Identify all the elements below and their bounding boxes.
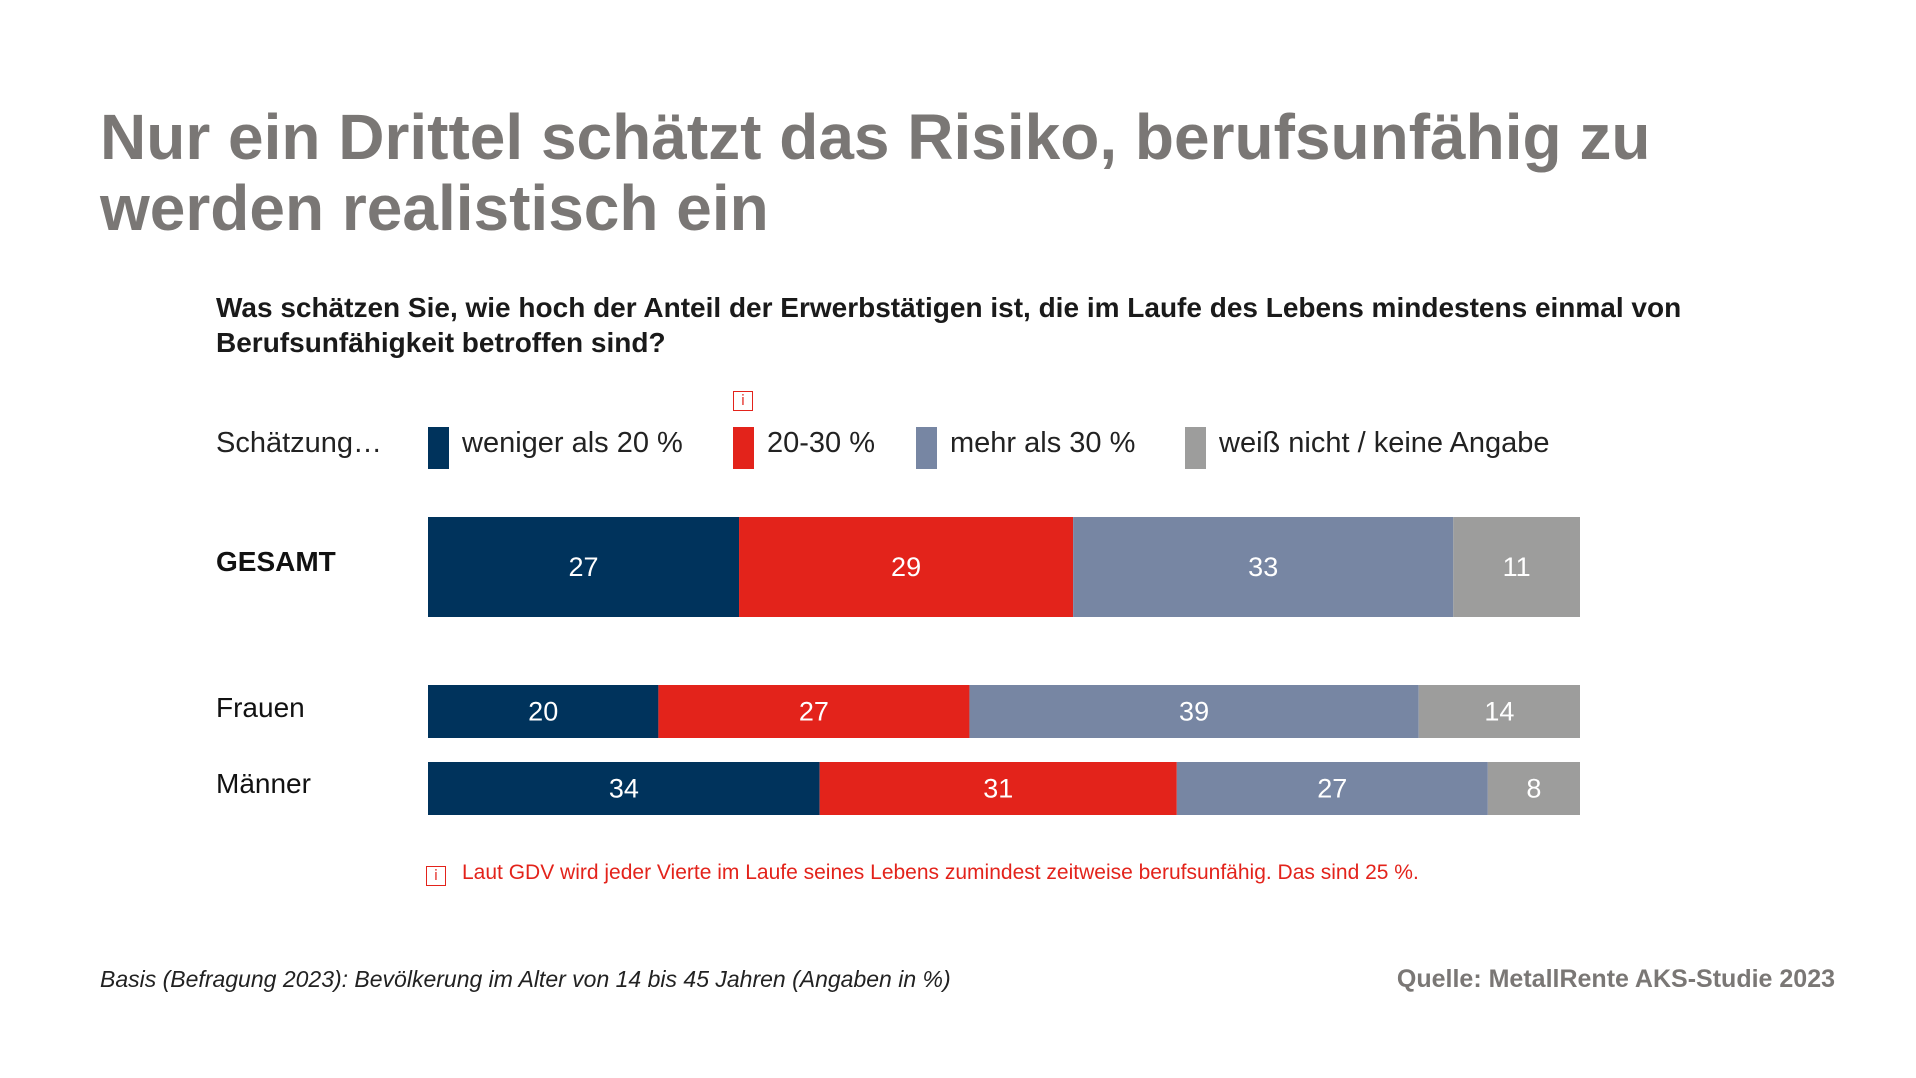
- legend-swatch: [428, 427, 449, 469]
- bar-segment: [819, 762, 1177, 815]
- data-label: 27: [1317, 774, 1347, 804]
- survey-question: Was schätzen Sie, wie hoch der Anteil de…: [216, 292, 1682, 358]
- page-title: Nur ein Drittel schätzt das Risiko, beru…: [100, 101, 1651, 244]
- legend-swatch: [916, 427, 937, 469]
- legend-swatch: [733, 427, 754, 469]
- legend-label: weniger als 20 %: [462, 427, 683, 459]
- bar-segment: [658, 685, 970, 738]
- data-label: 39: [1179, 697, 1209, 727]
- data-label: 11: [1503, 552, 1531, 582]
- legend-label: mehr als 30 %: [950, 427, 1136, 459]
- bar-segment: [739, 517, 1074, 617]
- bar-segment: [1487, 762, 1580, 815]
- basis-footnote: Basis (Befragung 2023): Bevölkerung im A…: [100, 966, 951, 992]
- gdv-note: Laut GDV wird jeder Vierte im Laufe sein…: [462, 861, 1419, 884]
- data-label: 27: [799, 697, 829, 727]
- bar-segment: [969, 685, 1419, 738]
- bar-segment: [1418, 685, 1580, 738]
- data-label: 20: [528, 697, 558, 727]
- data-label: 27: [568, 552, 598, 582]
- data-label: 29: [891, 552, 921, 582]
- legend-label: 20-30 %: [767, 427, 876, 459]
- source-credit: Quelle: MetallRente AKS-Studie 2023: [1396, 965, 1835, 993]
- bar-segment: [1176, 762, 1488, 815]
- info-icon: i: [733, 391, 753, 411]
- category-label: Männer: [216, 768, 311, 799]
- note-info-icon: i: [426, 866, 446, 886]
- category-label: Frauen: [216, 692, 305, 723]
- category-label: GESAMT: [216, 546, 336, 577]
- legend-prefix: Schätzung…: [216, 427, 383, 459]
- bar-segment: [1453, 517, 1580, 617]
- data-label: 8: [1526, 774, 1541, 804]
- legend-label: weiß nicht / keine Angabe: [1219, 427, 1550, 459]
- bar-segment: [428, 517, 740, 617]
- legend-swatch: [1185, 427, 1206, 469]
- data-label: 14: [1484, 697, 1514, 727]
- bar-segment: [1073, 517, 1454, 617]
- bar-segment: [428, 685, 659, 738]
- data-label: 33: [1248, 552, 1278, 582]
- data-label: 34: [609, 774, 639, 804]
- bar-segment: [428, 762, 820, 815]
- data-label: 31: [983, 774, 1013, 804]
